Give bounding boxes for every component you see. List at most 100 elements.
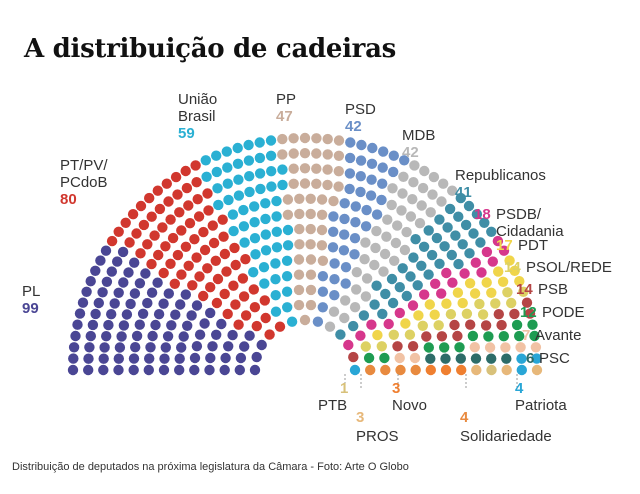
seat-dot	[317, 271, 329, 282]
seat-dot	[189, 234, 200, 245]
seat-dot	[170, 171, 182, 183]
seat-dot	[198, 226, 209, 238]
seat-dot	[483, 331, 494, 342]
seat-dot	[413, 310, 424, 321]
seat-dot	[468, 228, 479, 239]
seat-dot	[339, 213, 350, 225]
seat-dot	[404, 329, 416, 340]
seat-dot	[328, 226, 339, 237]
seat-dot	[416, 200, 427, 211]
seat-dot	[371, 280, 382, 291]
seat-dot	[193, 211, 205, 222]
seat-dot	[169, 278, 180, 289]
seat-dot	[430, 278, 441, 289]
seat-dot	[424, 299, 435, 310]
seat-dot	[340, 295, 351, 306]
seat-dot	[299, 178, 311, 189]
seat-dot	[311, 178, 322, 189]
party-name: PP	[276, 91, 296, 108]
party-name: Cidadania	[496, 223, 564, 240]
seat-dot	[398, 171, 409, 182]
party-seat-count: 6	[526, 350, 534, 367]
seat-dot	[339, 312, 350, 324]
seat-dot	[146, 287, 158, 298]
seat-dot	[219, 288, 230, 300]
seat-dot	[409, 160, 420, 171]
seat-dot	[199, 318, 210, 329]
seat-dot	[160, 241, 171, 252]
party-name: Brasil	[178, 108, 216, 125]
seat-dot	[322, 164, 333, 175]
seat-dot	[259, 295, 270, 306]
seat-dot	[294, 223, 305, 235]
seat-dot	[434, 258, 445, 269]
seat-dot	[490, 298, 501, 309]
seat-dot	[265, 150, 277, 161]
seat-dot	[165, 214, 176, 225]
seat-dot	[172, 189, 183, 200]
seat-dot	[260, 312, 271, 324]
seat-dot	[167, 232, 179, 244]
seat-dot	[249, 201, 260, 212]
seat-dot	[85, 276, 96, 287]
seat-dot	[343, 339, 354, 351]
seat-dot	[452, 330, 463, 342]
seat-dot	[207, 220, 218, 231]
seat-dot	[380, 288, 391, 300]
party-seat-count: 12	[520, 304, 537, 321]
seat-dot	[369, 259, 380, 271]
seat-dot	[189, 364, 200, 376]
party-label: 7 Avante	[522, 327, 581, 344]
seat-dot	[240, 254, 251, 265]
seat-dot	[333, 181, 344, 192]
seat-dot	[359, 254, 370, 265]
seat-dot	[381, 231, 392, 242]
seat-dot	[274, 321, 286, 332]
seat-dot	[476, 267, 487, 278]
seat-dot	[436, 331, 448, 342]
party-label: 18 PSDB/Cidadania	[474, 206, 564, 240]
seat-dot	[87, 319, 99, 331]
seat-dot	[425, 364, 436, 376]
seat-dot	[316, 224, 328, 236]
seat-dot	[419, 289, 430, 300]
seat-dot	[294, 193, 305, 204]
seat-dot	[405, 211, 417, 222]
seat-dot	[229, 242, 240, 254]
seat-dot	[464, 278, 476, 289]
seat-dot	[470, 257, 481, 268]
seat-dot	[504, 255, 515, 266]
seat-dot	[322, 133, 333, 145]
seat-dot	[446, 249, 457, 261]
seat-dot	[425, 207, 436, 218]
party-name: PSOL/REDE	[526, 259, 612, 276]
seat-dot	[187, 280, 198, 291]
seat-dot	[498, 245, 510, 256]
seat-dot	[317, 286, 329, 297]
seat-dot	[378, 146, 389, 157]
seat-dot	[438, 178, 449, 189]
seat-dot	[109, 298, 120, 309]
seat-dot	[221, 266, 232, 277]
seat-dot	[233, 190, 245, 201]
seat-dot	[239, 341, 250, 352]
seat-dot	[237, 273, 249, 284]
seat-dot	[447, 185, 458, 196]
seat-dot	[305, 239, 316, 250]
seat-dot	[440, 364, 452, 376]
seat-dot	[479, 217, 490, 228]
seat-dot	[137, 308, 149, 319]
seat-dot	[377, 178, 388, 189]
party-name: Patriota	[515, 397, 567, 414]
seat-dot	[527, 319, 538, 330]
seat-dot	[356, 139, 367, 151]
seat-dot	[207, 341, 218, 352]
seat-dot	[445, 309, 457, 320]
seat-dot	[475, 237, 486, 248]
party-label: 4 Solidariedade	[460, 409, 552, 445]
seat-dot	[431, 232, 443, 244]
seat-dot	[396, 205, 407, 216]
seat-dot	[198, 290, 209, 302]
seat-dot	[97, 287, 108, 298]
